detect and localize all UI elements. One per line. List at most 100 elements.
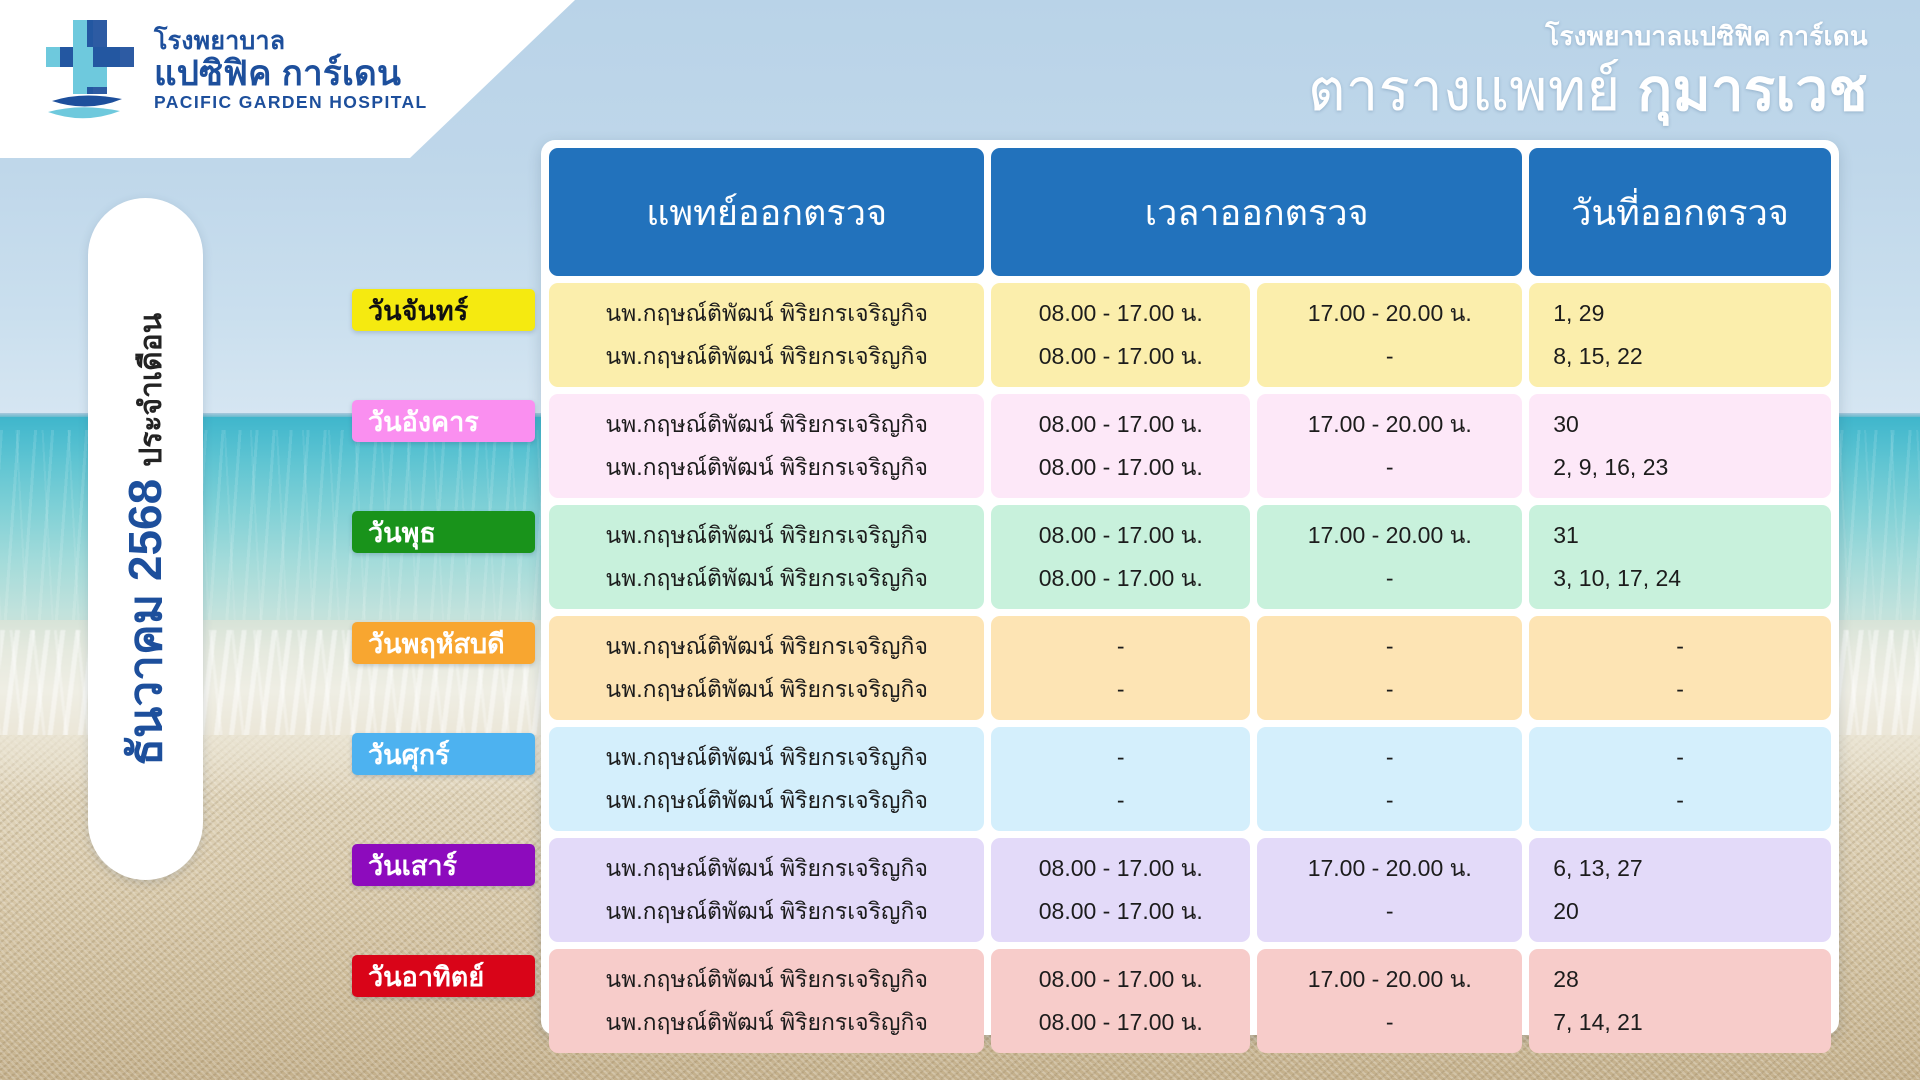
table-row: นพ.กฤษณ์ติพัฒน์ พิริยกรเจริญกิจนพ.กฤษณ์ต… [549,394,1831,498]
date-list: 8, 15, 22 [1553,343,1643,369]
cell-time-morning: 08.00 - 17.00 น. 08.00 - 17.00 น. [991,949,1251,1053]
doctor-schedule-table: แพทย์ออกตรวจ เวลาออกตรวจ วันที่ออกตรวจ น… [541,140,1839,1053]
date-list: - [1676,744,1684,770]
doctor-name: นพ.กฤษณ์ติพัฒน์ พิริยกรเจริญกิจ [605,786,928,813]
date-list: - [1676,633,1684,659]
time-slot-evening: - [1385,744,1394,770]
cell-time-morning: 08.00 - 17.00 น. 08.00 - 17.00 น. [991,283,1251,387]
doctor-name: นพ.กฤษณ์ติพัฒน์ พิริยกรเจริญกิจ [605,632,928,659]
medical-cross-icon [42,16,140,124]
time-slot-evening: 17.00 - 20.00 น. [1307,854,1472,881]
month-year: ธันวาคม 2568 [119,478,172,766]
cell-dates: -- [1529,727,1831,831]
day-tab-1[interactable]: วันอังคาร [352,400,535,442]
time-slot-evening: 17.00 - 20.00 น. [1307,299,1472,326]
time-slot-morning: - [1116,633,1125,659]
doctor-name: นพ.กฤษณ์ติพัฒน์ พิริยกรเจริญกิจ [605,965,928,992]
cell-dates: 31 3, 10, 17, 24 [1529,505,1831,609]
doctor-name: นพ.กฤษณ์ติพัฒน์ พิริยกรเจริญกิจ [605,521,928,548]
cell-doctor: นพ.กฤษณ์ติพัฒน์ พิริยกรเจริญกิจ นพ.กฤษณ์ต… [549,838,985,942]
cell-time-evening: -- [1257,727,1523,831]
logo-line-1: โรงพยาบาล [154,26,286,55]
cell-doctor: นพ.กฤษณ์ติพัฒน์ พิริยกรเจริญกิจนพ.กฤษณ์ต… [549,505,985,609]
time-slot-morning: - [1116,787,1125,813]
day-tab-3[interactable]: วันพฤหัสบดี [352,622,535,664]
cell-doctor: นพ.กฤษณ์ติพัฒน์ พิริยกรเจริญกิจนพ.กฤษณ์ต… [549,949,985,1053]
doctor-name: นพ.กฤษณ์ติพัฒน์ พิริยกรเจริญกิจ [605,564,928,591]
time-slot-morning: 08.00 - 17.00 น. [1038,410,1203,437]
table-row: นพ.กฤษณ์ติพัฒน์ พิริยกรเจริญกิจนพ.กฤษณ์ต… [549,727,1831,831]
time-slot-evening: 17.00 - 20.00 น. [1307,410,1472,437]
day-tabs: วันจันทร์วันอังคารวันพุธวันพฤหัสบดีวันศุ… [352,0,542,1080]
date-list: - [1676,787,1684,813]
cell-time-evening: 17.00 - 20.00 น. - [1257,283,1523,387]
logo-line-2: แปซิฟิค การ์เดน [154,53,402,93]
header-titles: โรงพยาบาลแปซิฟิค การ์เดน ตารางแพทย์ กุมา… [1308,16,1868,122]
cell-time-evening: 17.00 - 20.00 น. - [1257,838,1523,942]
time-slot-morning: 08.00 - 17.00 น. [1038,965,1203,992]
day-tab-2[interactable]: วันพุธ [352,511,535,553]
time-slot-morning: 08.00 - 17.00 น. [1038,1008,1203,1035]
table-row: นพ.กฤษณ์ติพัฒน์ พิริยกรเจริญกิจ นพ.กฤษณ์ต… [549,838,1831,942]
doctor-name: นพ.กฤษณ์ติพัฒน์ พิริยกรเจริญกิจ [605,453,928,480]
time-slot-evening: - [1385,787,1394,813]
table-row: นพ.กฤษณ์ติพัฒน์ พิริยกรเจริญกิจ นพ.กฤษณ์ต… [549,283,1831,387]
column-header-time: เวลาออกตรวจ [991,148,1523,276]
time-slot-evening: - [1385,633,1394,659]
month-label-pill: ธันวาคม 2568 ประจำเดือน [88,198,203,880]
date-list: 1, 29 [1553,300,1605,326]
cell-time-evening: 17.00 - 20.00 น. - [1257,394,1523,498]
date-list: 31 [1553,522,1579,548]
cell-time-evening: -- [1257,616,1523,720]
day-tab-0[interactable]: วันจันทร์ [352,289,535,331]
table-body: นพ.กฤษณ์ติพัฒน์ พิริยกรเจริญกิจนพ.กฤษณ์ต… [549,283,1831,1053]
cell-doctor: นพ.กฤษณ์ติพัฒน์ พิริยกรเจริญกิจนพ.กฤษณ์ต… [549,727,985,831]
doctor-name: นพ.กฤษณ์ติพัฒน์ พิริยกรเจริญกิจ [605,299,928,326]
time-slot-evening: - [1385,343,1394,369]
time-slot-morning: 08.00 - 17.00 น. [1038,453,1203,480]
time-slot-morning: 08.00 - 17.00 น. [1038,564,1203,591]
month-label-rotated: ธันวาคม 2568 ประจำเดือน [109,312,182,765]
day-tab-4[interactable]: วันศุกร์ [352,733,535,775]
cell-dates: 30 2, 9, 16, 23 [1529,394,1831,498]
cell-dates: 6, 13, 27 20 [1529,838,1831,942]
time-slot-morning: 08.00 - 17.00 น. [1038,299,1203,326]
cell-time-evening: 17.00 - 20.00 น. - [1257,949,1523,1053]
cell-dates: -- [1529,616,1831,720]
table-row: นพ.กฤษณ์ติพัฒน์ พิริยกรเจริญกิจนพ.กฤษณ์ต… [549,616,1831,720]
time-slot-evening: - [1385,454,1394,480]
time-slot-evening: - [1385,1009,1394,1035]
page-title-bold: กุมารเวช [1637,58,1868,123]
day-tab-6[interactable]: วันอาทิตย์ [352,955,535,997]
time-slot-evening: - [1385,898,1394,924]
logo-line-3: PACIFIC GARDEN HOSPITAL [154,91,428,112]
date-list: 2, 9, 16, 23 [1553,454,1669,480]
time-slot-morning: 08.00 - 17.00 น. [1038,521,1203,548]
time-slot-morning: 08.00 - 17.00 น. [1038,854,1203,881]
date-list: 6, 13, 27 [1553,855,1643,881]
cell-doctor: นพ.กฤษณ์ติพัฒน์ พิริยกรเจริญกิจนพ.กฤษณ์ต… [549,394,985,498]
doctor-name: นพ.กฤษณ์ติพัฒน์ พิริยกรเจริญกิจ [605,675,928,702]
time-slot-evening: - [1385,676,1394,702]
cell-time-morning: 08.00 - 17.00 น. 08.00 - 17.00 น. [991,394,1251,498]
doctor-name: นพ.กฤษณ์ติพัฒน์ พิริยกรเจริญกิจ [605,897,928,924]
cell-dates: 28 7, 14, 21 [1529,949,1831,1053]
time-slot-morning: 08.00 - 17.00 น. [1038,342,1203,369]
cell-time-evening: 17.00 - 20.00 น. - [1257,505,1523,609]
date-list: 3, 10, 17, 24 [1553,565,1682,591]
doctor-name: นพ.กฤษณ์ติพัฒน์ พิริยกรเจริญกิจ [605,743,928,770]
date-list: - [1676,676,1684,702]
day-tab-5[interactable]: วันเสาร์ [352,844,535,886]
time-slot-morning: - [1116,744,1125,770]
time-slot-morning: - [1116,676,1125,702]
page-title: ตารางแพทย์ กุมารเวช [1308,58,1868,123]
cell-time-morning: -- [991,616,1251,720]
time-slot-evening: - [1385,565,1394,591]
doctor-name: นพ.กฤษณ์ติพัฒน์ พิริยกรเจริญกิจ [605,1008,928,1035]
logo-wordmark: โรงพยาบาล แปซิฟิค การ์เดน PACIFIC GARDEN… [154,26,428,112]
table-header-row: แพทย์ออกตรวจ เวลาออกตรวจ วันที่ออกตรวจ [549,148,1831,276]
cell-doctor: นพ.กฤษณ์ติพัฒน์ พิริยกรเจริญกิจนพ.กฤษณ์ต… [549,616,985,720]
doctor-name: นพ.กฤษณ์ติพัฒน์ พิริยกรเจริญกิจ [605,410,928,437]
table-row: นพ.กฤษณ์ติพัฒน์ พิริยกรเจริญกิจนพ.กฤษณ์ต… [549,505,1831,609]
hospital-logo: โรงพยาบาล แปซิฟิค การ์เดน PACIFIC GARDEN… [42,16,428,124]
